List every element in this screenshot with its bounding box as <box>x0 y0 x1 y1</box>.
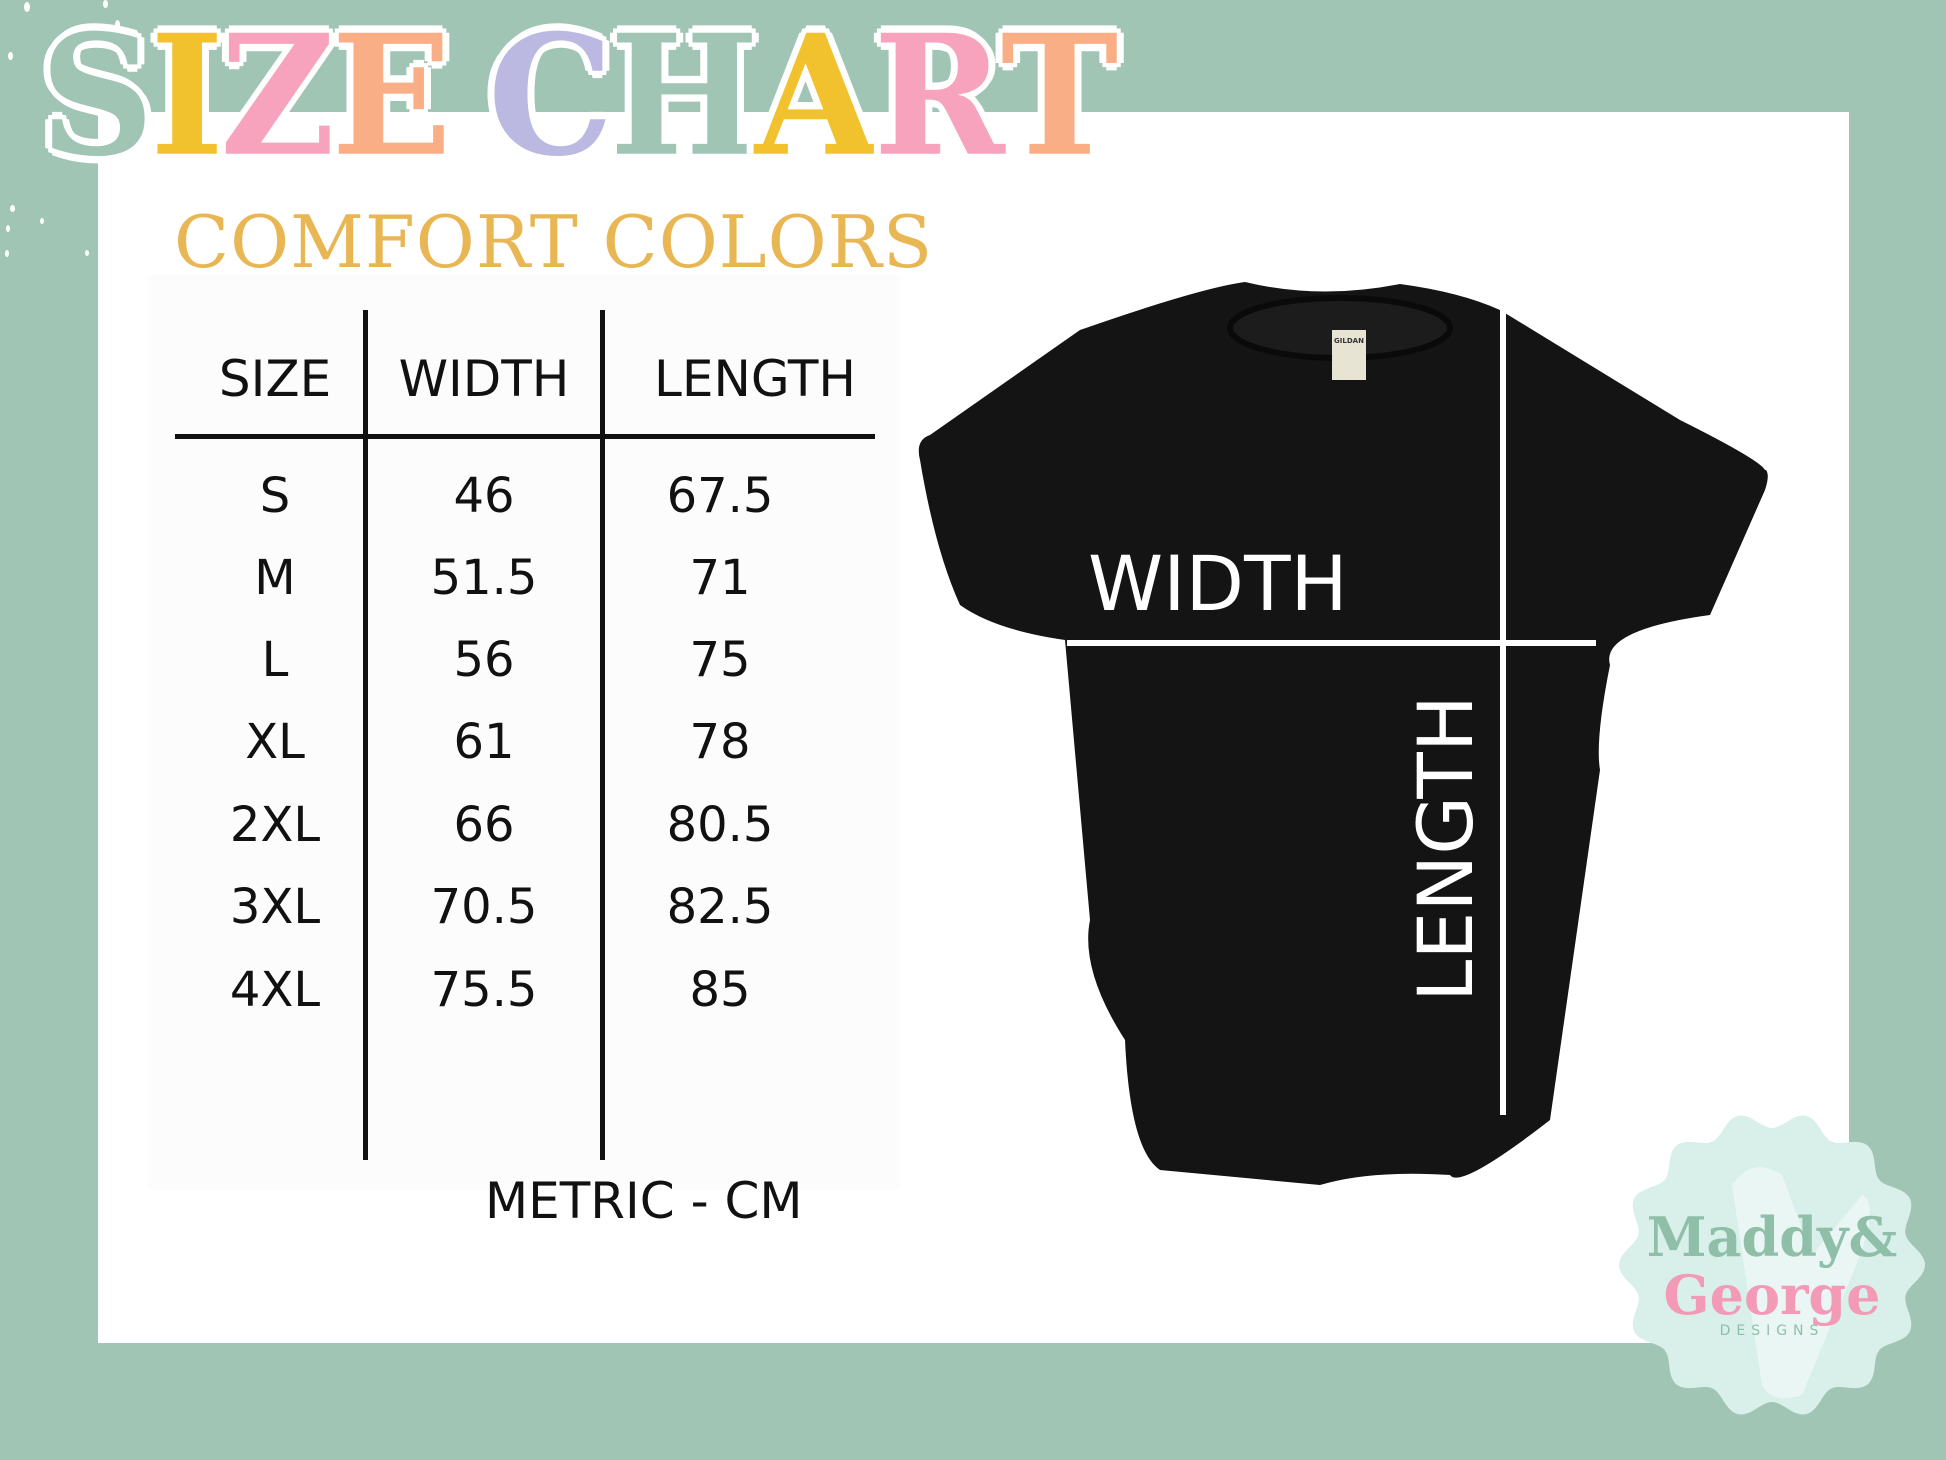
title-letter: H <box>607 0 762 194</box>
width-cell: 66 <box>453 797 515 853</box>
length-label: LENGTH <box>1401 695 1490 1002</box>
size-cell: L <box>261 632 289 688</box>
width-cell: 70.5 <box>430 879 538 935</box>
width-label: WIDTH <box>1088 539 1348 628</box>
size-cell: S <box>259 468 291 524</box>
width-cell: 75.5 <box>430 962 538 1018</box>
width-cell: 51.5 <box>430 550 538 606</box>
length-cell: 85 <box>689 962 751 1018</box>
title-letter: A <box>752 0 881 194</box>
tshirt-diagram: GILDAN WIDTH LENGTH <box>918 282 1768 1185</box>
column-divider <box>363 310 368 1160</box>
unit-note: METRIC - CM <box>485 1172 803 1230</box>
header-divider <box>175 434 875 439</box>
shirt-tag <box>1332 330 1366 380</box>
length-cell: 78 <box>689 714 751 770</box>
size-cell: 2XL <box>229 797 321 853</box>
tshirt-shape <box>918 282 1768 1185</box>
size-cell: M <box>254 550 296 606</box>
length-cell: 71 <box>689 550 751 606</box>
length-cell: 82.5 <box>666 879 774 935</box>
shirt-tag-text: GILDAN <box>1334 337 1364 345</box>
title-letter: T <box>998 0 1122 194</box>
size-chart-title: SIZE CHART <box>37 10 1121 182</box>
size-table <box>148 275 900 1190</box>
width-cell: 46 <box>453 468 515 524</box>
column-divider <box>600 310 605 1160</box>
title-letter: Z <box>217 0 338 194</box>
header-size: SIZE <box>218 350 332 408</box>
length-cell: 67.5 <box>666 468 774 524</box>
brand-logo: Maddy& George DESIGNS <box>1612 1105 1932 1425</box>
length-cell: 80.5 <box>666 797 774 853</box>
title-letter: E <box>328 0 454 194</box>
brand-subtitle: COMFORT COLORS <box>174 200 934 284</box>
length-cell: 75 <box>689 632 751 688</box>
title-letter: R <box>870 0 1007 194</box>
width-cell: 61 <box>453 714 515 770</box>
title-letter: S <box>37 0 157 194</box>
size-cell: 4XL <box>229 962 321 1018</box>
width-cell: 56 <box>453 632 515 688</box>
header-width: WIDTH <box>398 350 570 408</box>
size-cell: 3XL <box>229 879 321 935</box>
title-letter: I <box>147 0 227 194</box>
header-length: LENGTH <box>654 350 856 408</box>
size-cell: XL <box>245 714 305 770</box>
title-letter: C <box>485 0 617 194</box>
